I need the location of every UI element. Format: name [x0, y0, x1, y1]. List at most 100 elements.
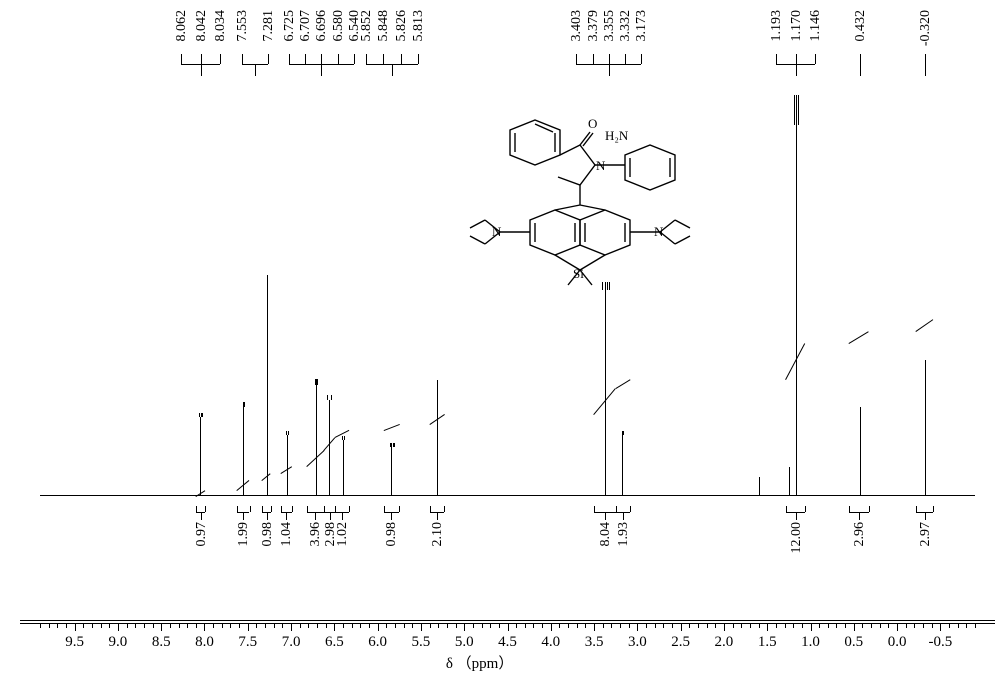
svg-text:N: N: [596, 158, 606, 173]
integration-stem: [201, 512, 202, 520]
integration-tick: [349, 506, 350, 512]
integration-tick: [630, 506, 631, 512]
multiplet-spike: [331, 395, 332, 400]
nmr-peak: [605, 290, 606, 495]
chemical-shift-value: 1.146: [808, 10, 824, 42]
nmr-peak: [925, 360, 926, 495]
label-lead-line: [366, 54, 367, 64]
axis-tick-label: 0.0: [888, 634, 907, 651]
svg-text:N: N: [654, 224, 664, 239]
chemical-shift-value: 6.707: [298, 10, 314, 42]
axis-tick-label: 0.5: [844, 634, 863, 651]
integration-stem: [391, 512, 392, 520]
label-lead-line: [181, 54, 182, 64]
axis-minor-tick: [456, 623, 457, 628]
chemical-shift-value: 6.580: [331, 10, 347, 42]
axis-minor-tick: [949, 623, 950, 628]
integration-tick: [786, 506, 787, 512]
integration-tick: [444, 506, 445, 512]
integration-tick: [430, 506, 431, 512]
label-lead-line: [305, 54, 306, 64]
integration-value: 1.04: [279, 522, 295, 547]
axis-minor-tick: [187, 623, 188, 628]
axis-minor-tick: [135, 623, 136, 628]
integration-curve: [916, 319, 934, 332]
nmr-peak: [391, 447, 392, 495]
axis-major-tick: [118, 623, 119, 631]
integration-curve: [383, 424, 399, 431]
chemical-shift-value: 3.332: [618, 10, 634, 42]
multiplet-spike: [607, 282, 608, 290]
integration-value: 0.97: [194, 522, 210, 547]
axis-major-tick: [508, 623, 509, 631]
axis-minor-tick: [629, 623, 630, 628]
axis-minor-tick: [568, 623, 569, 628]
axis-minor-tick: [395, 623, 396, 628]
axis-major-tick: [421, 623, 422, 631]
axis-major-tick: [291, 623, 292, 631]
multiplet-spike: [244, 402, 245, 407]
label-group-stem: [255, 64, 256, 76]
label-group-stem: [321, 64, 322, 76]
integration-tick: [281, 506, 282, 512]
integration-value: 2.97: [918, 522, 934, 547]
axis-minor-tick: [239, 623, 240, 628]
axis-minor-tick: [655, 623, 656, 628]
axis-minor-tick: [40, 623, 41, 628]
axis-major-tick: [248, 623, 249, 631]
nmr-peak: [243, 407, 244, 495]
baseline: [40, 495, 975, 496]
multiplet-spike: [602, 282, 603, 290]
axis-minor-tick: [438, 623, 439, 628]
axis-minor-tick: [750, 623, 751, 628]
integration-curve: [849, 331, 869, 344]
chemical-shift-value: 8.062: [174, 10, 190, 42]
axis-tick-label: 8.0: [195, 634, 214, 651]
axis-tick-label: 2.0: [715, 634, 734, 651]
axis-minor-tick: [196, 623, 197, 628]
axis-minor-tick: [360, 623, 361, 628]
multiplet-spike: [344, 436, 345, 440]
chemical-shift-value: -0.320: [918, 10, 934, 46]
integration-tick: [399, 506, 400, 512]
label-lead-line: [242, 54, 243, 64]
axis-minor-tick: [499, 623, 500, 628]
axis-minor-tick: [663, 623, 664, 628]
label-lead-line: [776, 54, 777, 64]
label-group-stem: [796, 64, 797, 76]
axis-minor-tick: [715, 623, 716, 628]
axis-minor-tick: [646, 623, 647, 628]
nmr-peak: [329, 400, 330, 495]
nmr-peak: [316, 385, 317, 495]
molecule-structure: O H₂N N Si N N: [440, 110, 700, 330]
axis-minor-tick: [490, 623, 491, 628]
axis-minor-tick: [923, 623, 924, 628]
axis-minor-tick: [482, 623, 483, 628]
axis-minor-tick: [230, 623, 231, 628]
multiplet-spike: [605, 282, 606, 290]
label-group-bar: [776, 64, 815, 65]
axis-major-tick: [161, 623, 162, 631]
axis-tick-label: 8.5: [152, 634, 171, 651]
axis-major-tick: [940, 623, 941, 631]
axis-minor-tick: [620, 623, 621, 628]
multiplet-spike: [394, 443, 395, 447]
chemical-shift-value: 7.553: [235, 10, 251, 42]
integration-stem: [605, 512, 606, 520]
label-lead-line: [609, 54, 610, 64]
axis-minor-tick: [300, 623, 301, 628]
nmr-peak: [200, 417, 201, 495]
integration-value: 0.98: [260, 522, 276, 547]
label-group-bar: [181, 64, 220, 65]
label-lead-line: [201, 54, 202, 64]
axis-minor-tick: [308, 623, 309, 628]
label-lead-line: [289, 54, 290, 64]
label-lead-line: [625, 54, 626, 64]
axis-minor-tick: [282, 623, 283, 628]
axis-minor-tick: [776, 623, 777, 628]
axis-minor-tick: [352, 623, 353, 628]
axis-major-tick: [75, 623, 76, 631]
axis-tick-label: 5.5: [412, 634, 431, 651]
label-group-stem: [392, 64, 393, 76]
label-group-bar: [576, 64, 641, 65]
